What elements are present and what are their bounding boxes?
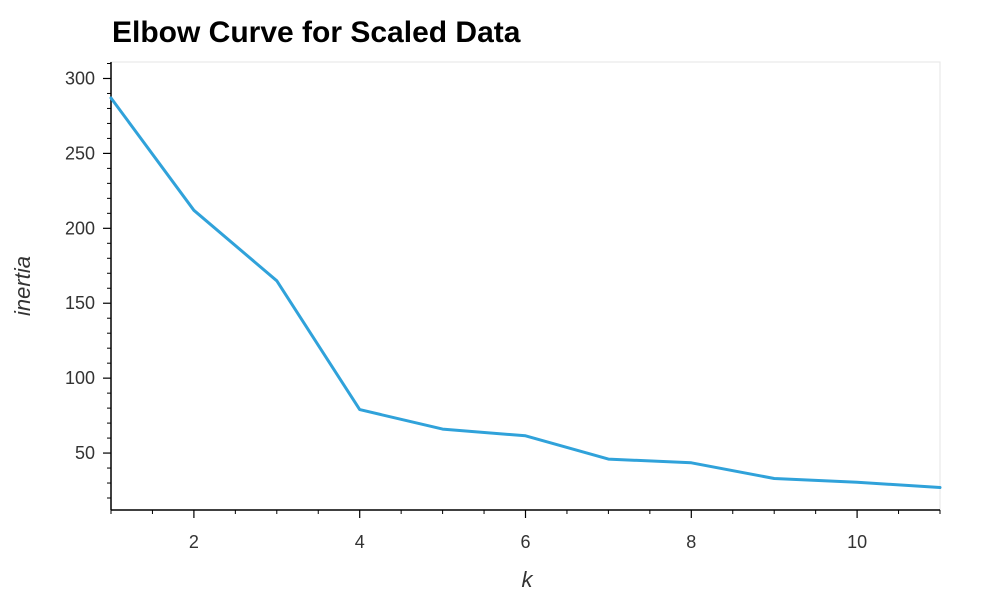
y-tick-label: 100 (65, 368, 95, 388)
series-layer (109, 96, 942, 489)
y-tick-label: 150 (65, 293, 95, 313)
chart-title: Elbow Curve for Scaled Data (112, 16, 521, 49)
y-tick-label: 300 (65, 68, 95, 88)
y-tick-label: 200 (65, 218, 95, 238)
y-axis-label: inertia (10, 256, 35, 316)
y-tick-label: 250 (65, 143, 95, 163)
x-tick-label: 4 (355, 532, 365, 552)
x-axis: 2 4 6 8 10 (110, 509, 941, 552)
y-axis: 50 100 150 200 250 300 (65, 62, 112, 510)
x-tick-label: 8 (686, 532, 696, 552)
x-tick-label: 2 (189, 532, 199, 552)
x-tick-label: 6 (520, 532, 530, 552)
x-tick-label: 10 (847, 532, 867, 552)
inertia-line (109, 96, 942, 489)
x-axis-label: k (522, 567, 534, 592)
y-tick-label: 50 (75, 443, 95, 463)
plot-area-frame (110, 61, 941, 511)
